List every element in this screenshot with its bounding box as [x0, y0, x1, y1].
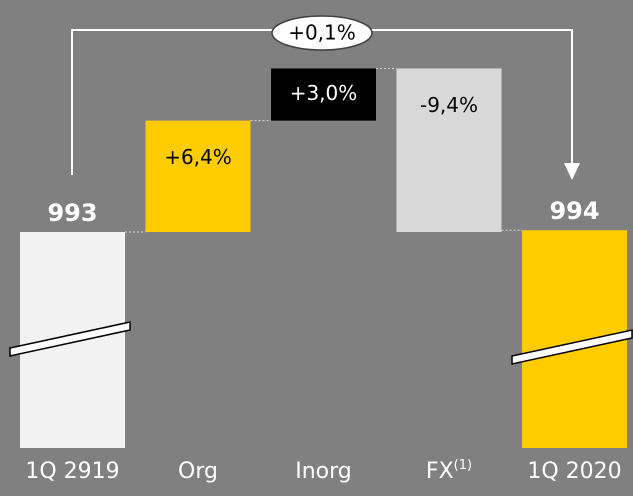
x-tick-label: 1Q 2020 — [527, 459, 621, 484]
change-bubble — [271, 15, 373, 51]
axis-break — [511, 329, 633, 365]
bar — [271, 68, 376, 121]
value-label: +6,4% — [164, 145, 232, 169]
bar — [145, 120, 251, 232]
arrow-head — [564, 163, 580, 180]
value-label: -9,4% — [420, 93, 478, 117]
value-label: +3,0% — [290, 81, 358, 105]
bar — [396, 68, 502, 232]
axis-break — [9, 321, 131, 357]
x-tick-label: Inorg — [295, 459, 352, 484]
x-tick-label: 1Q 2919 — [25, 459, 119, 484]
x-tick-label: Org — [178, 459, 218, 484]
value-label: 994 — [549, 197, 599, 225]
value-label: 993 — [47, 199, 97, 227]
footnote-mark: (1) — [454, 458, 472, 473]
total-change-label: +0,1% — [288, 21, 356, 45]
